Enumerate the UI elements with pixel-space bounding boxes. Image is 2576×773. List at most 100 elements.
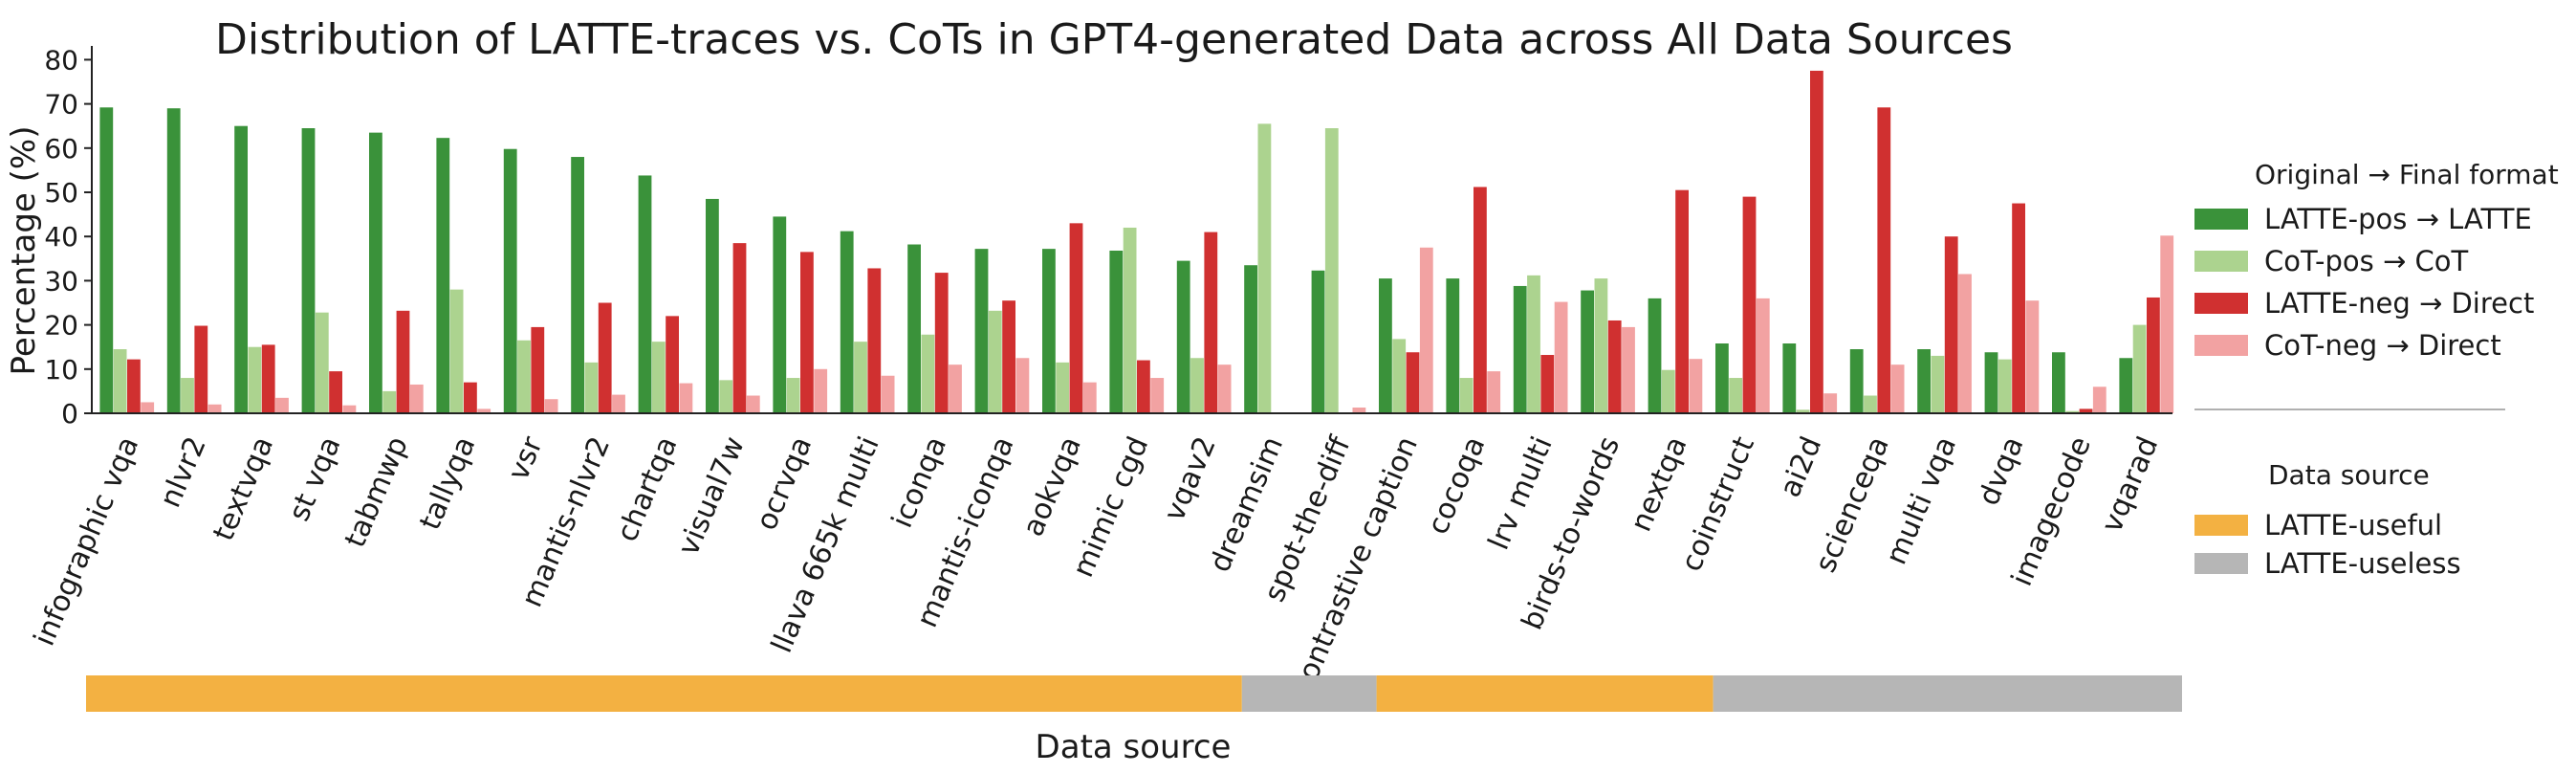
source-strip-segment bbox=[86, 675, 1242, 712]
x-tick-label: visual7w bbox=[672, 431, 752, 560]
bar bbox=[1150, 378, 1165, 413]
bar bbox=[99, 107, 114, 414]
legend-swatch bbox=[2194, 209, 2248, 230]
bar bbox=[867, 268, 882, 413]
bar bbox=[1190, 358, 1204, 413]
source-strip-segment bbox=[1376, 675, 1714, 712]
bar bbox=[1419, 247, 1433, 413]
bar bbox=[517, 340, 531, 413]
bar bbox=[651, 342, 666, 413]
x-tick-label: lrv multi bbox=[1482, 431, 1560, 554]
bar bbox=[988, 310, 1002, 413]
bar bbox=[598, 302, 612, 413]
bar bbox=[369, 132, 382, 413]
bar bbox=[315, 312, 329, 413]
bar bbox=[800, 252, 814, 413]
legend-label: CoT-neg → Direct bbox=[2264, 329, 2501, 362]
bar bbox=[1622, 326, 1635, 413]
bar bbox=[127, 359, 141, 413]
bar bbox=[194, 325, 208, 413]
bar bbox=[786, 378, 800, 413]
bar bbox=[1324, 128, 1339, 413]
bar bbox=[1958, 274, 1972, 413]
legend-swatch bbox=[2194, 251, 2248, 272]
bar bbox=[1392, 339, 1407, 413]
bar bbox=[1311, 270, 1325, 413]
x-tick-label: infographic vqa bbox=[28, 431, 146, 651]
bar bbox=[934, 273, 949, 413]
bar bbox=[1782, 343, 1797, 413]
legend-label: LATTE-neg → Direct bbox=[2264, 287, 2534, 320]
x-tick-label: contrastive caption bbox=[1286, 431, 1425, 699]
y-tick-label: 60 bbox=[44, 133, 78, 165]
legend-swatch bbox=[2194, 293, 2248, 314]
bar bbox=[907, 244, 921, 413]
bar bbox=[1002, 300, 1015, 413]
y-tick-label: 30 bbox=[44, 265, 78, 297]
bar bbox=[2092, 386, 2107, 413]
source-strip-segment bbox=[1713, 675, 2182, 712]
bar bbox=[261, 344, 275, 413]
bar bbox=[1715, 343, 1729, 413]
bar bbox=[1474, 187, 1487, 413]
bar bbox=[1257, 123, 1272, 413]
bar bbox=[1742, 196, 1757, 413]
bar bbox=[1015, 358, 1030, 413]
bar bbox=[2147, 297, 2160, 413]
bar bbox=[207, 404, 222, 413]
bar bbox=[638, 175, 652, 413]
bar bbox=[1984, 352, 1998, 413]
bar bbox=[329, 371, 342, 413]
bar bbox=[436, 138, 450, 413]
bar bbox=[612, 394, 625, 413]
bar bbox=[409, 384, 424, 413]
bar bbox=[141, 402, 155, 413]
bar bbox=[1056, 362, 1070, 413]
legend-source-title: Data source bbox=[2268, 459, 2430, 491]
bar bbox=[1217, 364, 1232, 413]
bar bbox=[1877, 107, 1891, 414]
bar bbox=[1527, 275, 1540, 413]
bar bbox=[1379, 278, 1392, 413]
bar bbox=[1082, 382, 1097, 413]
y-tick-label: 40 bbox=[44, 221, 78, 253]
bar bbox=[1352, 407, 1366, 413]
legend-swatch bbox=[2194, 553, 2248, 574]
bar bbox=[1137, 360, 1150, 413]
bar bbox=[2119, 358, 2133, 413]
x-tick-label: ai2d bbox=[1774, 431, 1829, 501]
bar bbox=[840, 231, 854, 413]
bar bbox=[1204, 232, 1218, 413]
x-axis-label: Data source bbox=[1036, 728, 1232, 766]
bar bbox=[814, 368, 828, 413]
x-tick-label: vqav2 bbox=[1158, 431, 1223, 525]
bar bbox=[2052, 352, 2065, 413]
x-tick-label: tabmwp bbox=[338, 431, 415, 552]
bar bbox=[571, 157, 584, 414]
legend-swatch bbox=[2194, 335, 2248, 356]
bar bbox=[719, 380, 733, 413]
bar bbox=[1487, 371, 1501, 413]
bar bbox=[181, 378, 194, 413]
bar bbox=[1864, 395, 1877, 413]
y-axis: 0 10 20 30 40 50 60 70 80 bbox=[44, 44, 92, 430]
bar bbox=[1931, 355, 1945, 413]
bar bbox=[544, 399, 558, 413]
bar bbox=[1917, 349, 1931, 413]
bar bbox=[1890, 364, 1905, 413]
bar bbox=[342, 405, 357, 413]
legend-source-items: LATTE-useful LATTE-useless bbox=[2194, 509, 2461, 580]
bar bbox=[1581, 290, 1594, 413]
bar bbox=[584, 362, 599, 413]
bar bbox=[2079, 409, 2093, 413]
bar bbox=[382, 390, 397, 413]
bar bbox=[732, 243, 747, 413]
bar bbox=[396, 310, 410, 413]
bars-group bbox=[99, 70, 2174, 414]
y-tick-label: 70 bbox=[44, 89, 78, 121]
chart-title: Distribution of LATTE-traces vs. CoTs in… bbox=[215, 15, 2013, 64]
y-tick-label: 50 bbox=[44, 177, 78, 209]
bar bbox=[1756, 298, 1770, 413]
legend-format-title: Original → Final format bbox=[2255, 159, 2559, 190]
bar bbox=[531, 326, 545, 413]
